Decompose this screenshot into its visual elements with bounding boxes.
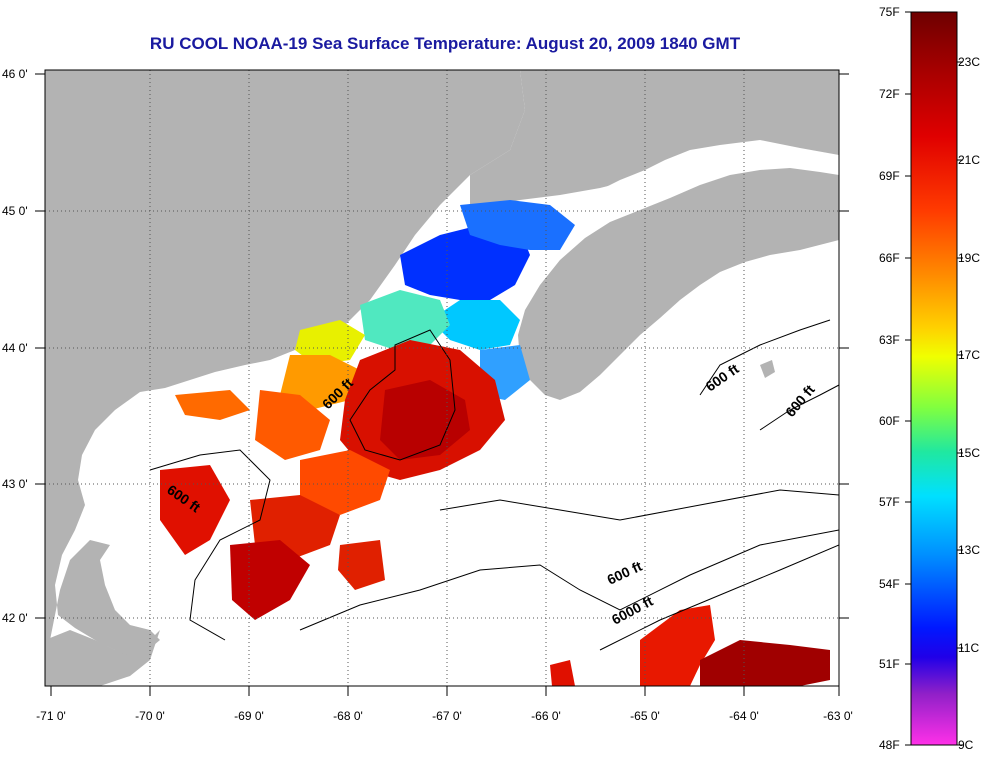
y-tick-label: 43 0'	[2, 477, 28, 491]
colorbar-f-label: 69F	[879, 169, 900, 183]
y-tick-label: 42 0'	[2, 611, 28, 625]
x-tick-label: -67 0'	[432, 709, 462, 723]
island-nantucket	[95, 650, 118, 668]
x-tick-label: -64 0'	[729, 709, 759, 723]
x-tick-label: -68 0'	[333, 709, 363, 723]
colorbar-f-label: 48F	[879, 738, 900, 752]
colorbar-f-label: 60F	[879, 414, 900, 428]
land-new-brunswick	[470, 70, 839, 220]
colorbar-c-label: 13C	[958, 543, 980, 557]
map-title: RU COOL NOAA-19 Sea Surface Temperature:…	[149, 34, 741, 53]
depth-contours	[149, 319, 839, 651]
colorbar-c-label: 19C	[958, 251, 980, 265]
land-new-england	[45, 70, 525, 686]
colorbar-f-label: 66F	[879, 251, 900, 265]
map-frame	[44, 69, 840, 687]
x-tick-label: -71 0'	[36, 709, 66, 723]
x-axis	[50, 686, 840, 696]
colorbar	[910, 11, 958, 746]
colorbar-f-label: 54F	[879, 577, 900, 591]
colorbar-ticks	[905, 11, 963, 746]
colorbar-f-label: 72F	[879, 87, 900, 101]
colorbar-c-label: 17C	[958, 348, 980, 362]
colorbar-f-label: 63F	[879, 333, 900, 347]
colorbar-f-label: 57F	[879, 495, 900, 509]
y-axis	[35, 73, 849, 619]
x-tick-label: -66 0'	[531, 709, 561, 723]
y-tick-label: 46 0'	[2, 67, 28, 81]
lat-lon-grid	[45, 70, 839, 686]
island-sable	[760, 360, 775, 378]
sst-data-layer	[160, 200, 830, 686]
x-tick-label: -63 0'	[823, 709, 853, 723]
colorbar-f-label: 75F	[879, 5, 900, 19]
x-tick-label: -65 0'	[630, 709, 660, 723]
colorbar-c-label: 15C	[958, 446, 980, 460]
colorbar-c-label: 9C	[958, 738, 974, 752]
land-nova-scotia	[518, 168, 839, 400]
x-tick-label: -69 0'	[234, 709, 264, 723]
colorbar-c-label: 21C	[958, 153, 980, 167]
y-tick-label: 45 0'	[2, 204, 28, 218]
colorbar-c-label: 23C	[958, 55, 980, 69]
bay-of-fundy	[470, 158, 700, 300]
y-tick-label: 44 0'	[2, 341, 28, 355]
colorbar-f-label: 51F	[879, 657, 900, 671]
colorbar-c-label: 11C	[958, 641, 979, 655]
x-tick-label: -70 0'	[135, 709, 165, 723]
